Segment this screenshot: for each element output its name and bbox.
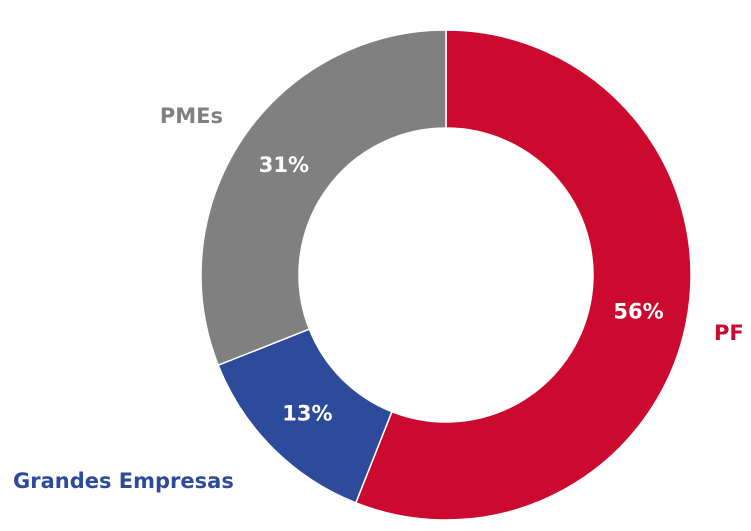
category-label-grandes-empresas: Grandes Empresas	[13, 469, 234, 493]
slices-group	[200, 29, 692, 521]
slice-pmes	[200, 29, 447, 367]
value-label-grandes-empresas: 13%	[282, 402, 332, 426]
value-label-pmes: 31%	[259, 153, 309, 177]
category-label-pmes: PMEs	[160, 104, 223, 128]
category-labels-group: PF Grandes Empresas PMEs	[13, 104, 744, 493]
slice-pf	[354, 29, 692, 521]
value-labels-group: 56% 13% 31%	[259, 153, 664, 426]
value-label-pf: 56%	[613, 300, 663, 324]
category-label-pf: PF	[714, 321, 744, 345]
